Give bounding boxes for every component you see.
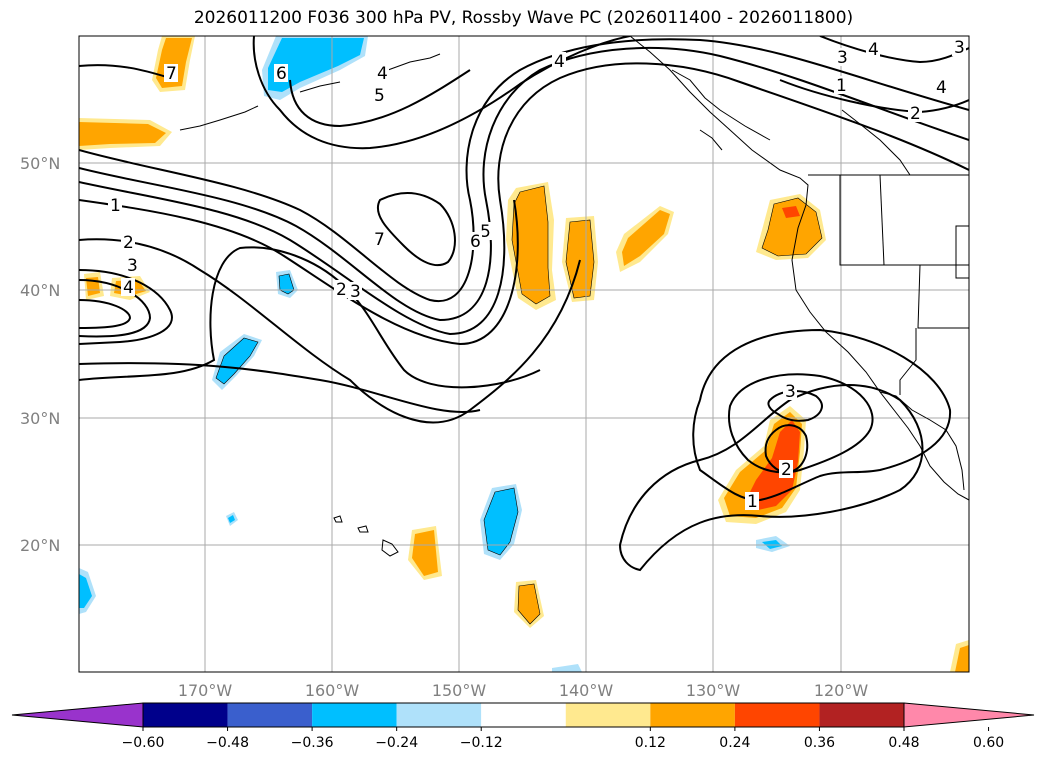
contour-label: 5: [480, 222, 491, 242]
lat-label: 50°N: [20, 154, 60, 173]
contour-label: 3: [785, 382, 796, 402]
contour-labels: 1 2 3 4 5 6 7 2 3 5 6 7 4 4 3 4 1 2 3 4 …: [108, 38, 966, 512]
colorbar-box: [565, 703, 651, 727]
contour-label: 1: [747, 492, 758, 512]
colorbar-box: [143, 703, 228, 727]
colorbar-extend-max: [903, 702, 1035, 728]
colorbar-tick-label: 0.48: [888, 735, 919, 751]
contour-label: 1: [110, 196, 121, 216]
colorbar-box: [227, 703, 313, 727]
colorbar-tick-label: −0.12: [460, 735, 503, 751]
contour-label: 3: [954, 38, 965, 58]
graticule: [79, 36, 969, 672]
contour-label: 4: [123, 278, 134, 298]
colorbar-tick-label: −0.36: [291, 735, 334, 751]
pv-negative-anomaly: [268, 38, 364, 92]
colorbar-tick-label: 0.24: [719, 735, 750, 751]
pv-contours: [79, 36, 969, 572]
contour-label: 4: [936, 78, 947, 98]
lat-label: 30°N: [20, 409, 60, 428]
lat-label: 20°N: [20, 536, 60, 555]
colorbar-box: [650, 703, 735, 727]
colorbar-tick-label: 0.12: [635, 735, 666, 751]
lon-label: 140°W: [559, 681, 614, 700]
contour-label: 5: [374, 86, 385, 106]
colorbar-tick-label: 0.60: [973, 735, 1004, 751]
map-title: 2026011200 F036 300 hPa PV, Rossby Wave …: [193, 8, 854, 28]
colorbar-box: [734, 703, 820, 727]
colorbar-box: [396, 703, 482, 727]
contour-label: 4: [377, 64, 388, 84]
contour-label: 4: [868, 40, 879, 60]
colorbar-tick-label: −0.24: [375, 735, 418, 751]
lon-label: 160°W: [305, 681, 360, 700]
contour-label: 4: [554, 52, 565, 72]
lon-label: 170°W: [178, 681, 233, 700]
longitude-labels: 170°W 160°W 150°W 140°W 130°W 120°W: [178, 681, 869, 700]
contour-label: 2: [336, 280, 347, 300]
colorbar-box: [819, 703, 904, 727]
colorbar-tick-label: 0.36: [804, 735, 835, 751]
contour-label: 6: [276, 64, 287, 84]
lon-label: 130°W: [686, 681, 741, 700]
latitude-labels: 50°N 40°N 30°N 20°N: [20, 154, 60, 555]
colorbar-ticks: −0.60 −0.48 −0.36 −0.24 −0.12 0.12 0.24 0.36 0.4…: [122, 727, 1004, 751]
coastlines: [179, 36, 969, 557]
anomaly-outlines: [215, 185, 823, 625]
colorbar-tick-label: −0.60: [122, 735, 165, 751]
map-frame: [78, 35, 970, 673]
lon-label: 150°W: [432, 681, 487, 700]
contour-label: 2: [910, 104, 921, 124]
contour-label: 7: [374, 230, 385, 250]
contour-label: 6: [470, 232, 481, 252]
contour-label: 2: [123, 233, 134, 253]
contour-label: 3: [837, 48, 848, 68]
colorbar-box: [481, 703, 566, 727]
contour-label: 1: [836, 76, 847, 96]
colorbar-tick-label: −0.48: [206, 735, 249, 751]
colorbar-outline: [142, 702, 905, 728]
contour-label: 3: [127, 256, 138, 276]
contour-label: 3: [350, 282, 361, 302]
lat-label: 40°N: [20, 281, 60, 300]
lon-label: 120°W: [814, 681, 869, 700]
colorbar-box: [312, 703, 397, 727]
contour-label: 2: [781, 460, 792, 480]
colorbar-extend-min: [11, 702, 144, 728]
contour-label: 7: [166, 64, 177, 84]
colorbar: [11, 702, 1035, 728]
